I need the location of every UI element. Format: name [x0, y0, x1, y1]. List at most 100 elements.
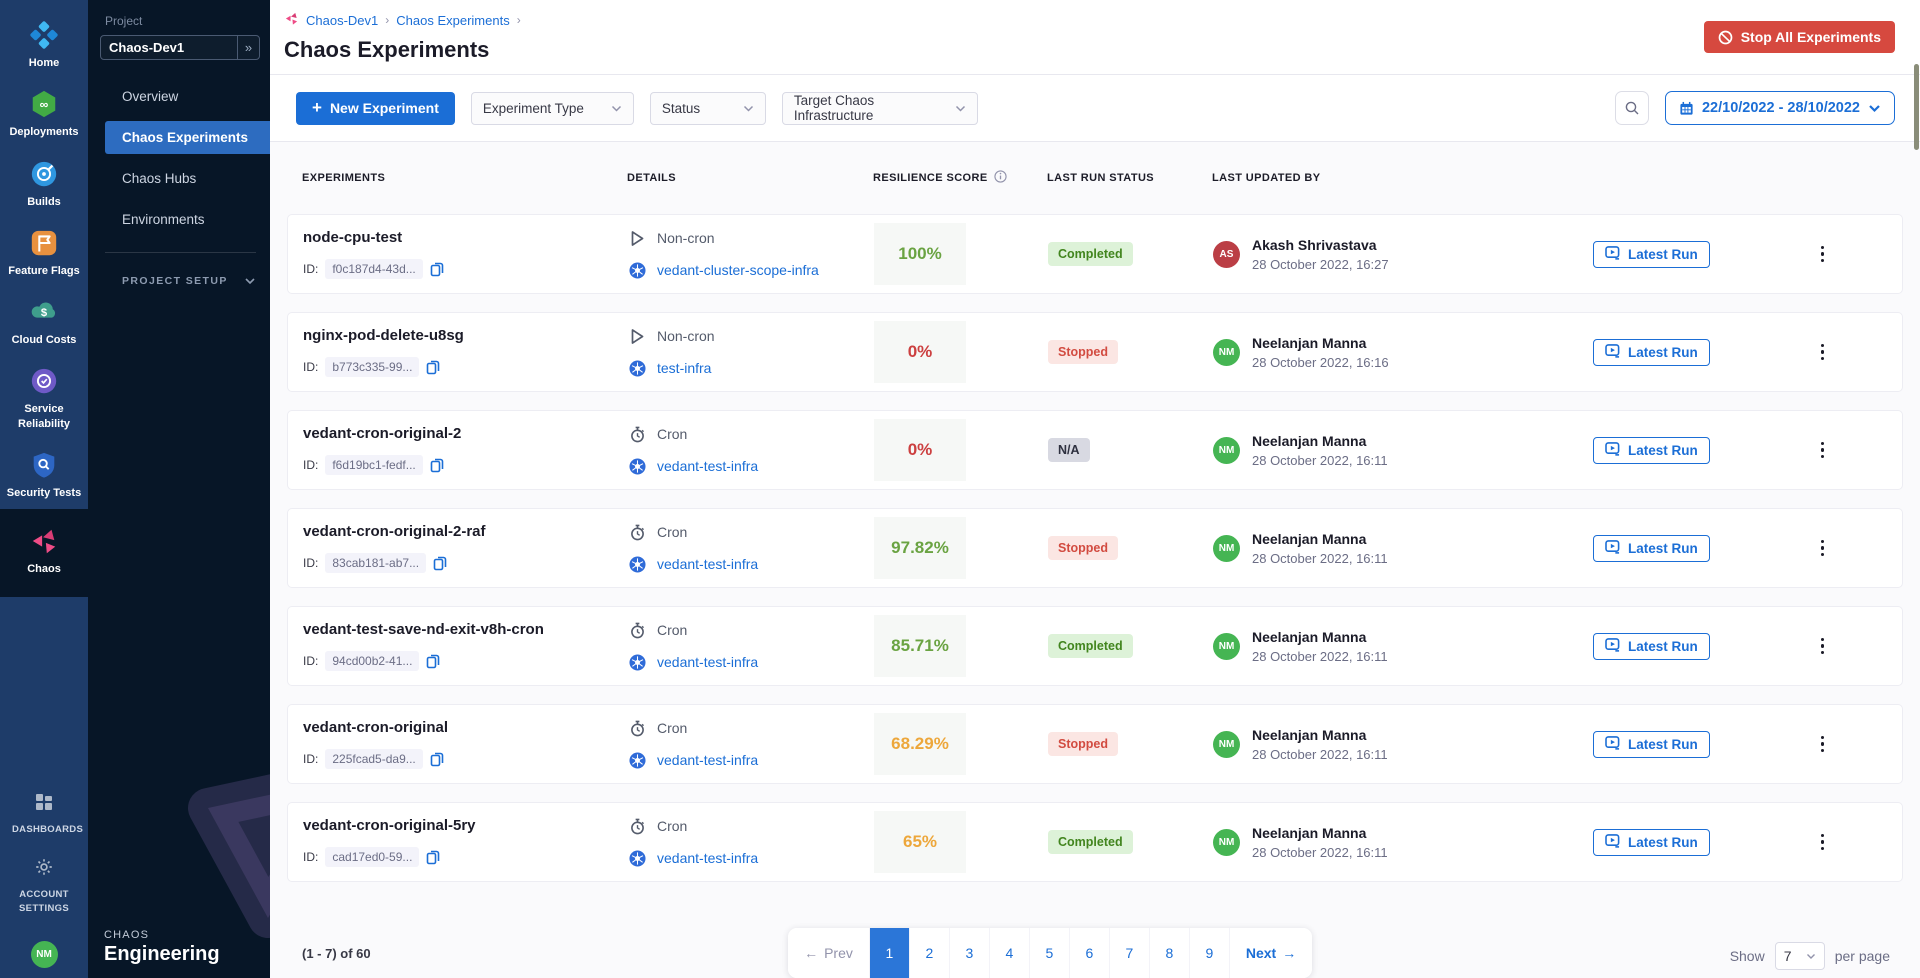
sidebar-module-cloud-costs[interactable]: $ Cloud Costs [0, 287, 88, 356]
breadcrumb-link[interactable]: Chaos Experiments [396, 12, 510, 28]
module-label: Chaos [27, 563, 61, 576]
kubernetes-icon [628, 751, 646, 769]
sidebar-module-home[interactable]: Home [0, 10, 88, 79]
status-cell: Completed [1048, 634, 1213, 658]
copy-icon[interactable] [430, 752, 444, 767]
page-size-select[interactable]: 7 [1774, 942, 1825, 970]
kebab-menu-icon[interactable] [1813, 830, 1833, 855]
stop-all-experiments-button[interactable]: Stop All Experiments [1703, 21, 1895, 53]
user-avatar[interactable]: NM [30, 941, 58, 968]
svg-text:∞: ∞ [40, 98, 49, 112]
schedule-type-icon [628, 230, 646, 247]
experiment-name[interactable]: vedant-cron-original-2-raf [303, 523, 486, 540]
experiment-name[interactable]: vedant-test-save-nd-exit-v8h-cron [303, 621, 544, 638]
latest-run-button[interactable]: Latest Run [1593, 534, 1710, 562]
sidebar-module-feature-flags[interactable]: Feature Flags [0, 218, 88, 287]
experiment-name[interactable]: nginx-pod-delete-u8sg [303, 327, 464, 344]
kebab-cell [1743, 536, 1902, 561]
latest-run-button[interactable]: Latest Run [1593, 632, 1710, 660]
copy-icon[interactable] [430, 458, 444, 473]
infrastructure-link[interactable]: vedant-test-infra [657, 458, 759, 474]
new-experiment-button[interactable]: + New Experiment [296, 91, 455, 125]
latest-run-button[interactable]: Latest Run [1593, 828, 1710, 856]
module-label: Security Tests [6, 487, 82, 500]
updated-by-name: Neelanjan Manna [1252, 628, 1367, 645]
page-button-9[interactable]: 9 [1188, 928, 1229, 978]
copy-icon[interactable] [430, 262, 444, 277]
search-button[interactable] [1614, 91, 1649, 125]
nav-item-chaos-experiments[interactable]: Chaos Experiments [105, 121, 270, 154]
experiment-name[interactable]: node-cpu-test [303, 229, 403, 246]
experiment-name[interactable]: vedant-cron-original-5ry [303, 817, 476, 834]
kebab-menu-icon[interactable] [1813, 536, 1833, 561]
breadcrumb-link[interactable]: Chaos-Dev1 [306, 12, 379, 28]
user-avatar: NM [1213, 730, 1240, 758]
sidebar-module-builds[interactable]: Builds [0, 149, 88, 218]
latest-run-button[interactable]: Latest Run [1593, 338, 1710, 366]
infrastructure-link[interactable]: vedant-test-infra [657, 850, 759, 866]
infrastructure-link[interactable]: test-infra [657, 360, 712, 376]
sidebar-module-service-reliability[interactable]: Service Reliability [0, 356, 88, 440]
copy-icon[interactable] [426, 654, 440, 669]
info-icon[interactable] [993, 170, 1007, 186]
kebab-menu-icon[interactable] [1813, 732, 1833, 757]
date-range-picker[interactable]: 22/10/2022 - 28/10/2022 [1664, 91, 1895, 125]
table-row: vedant-test-save-nd-exit-v8h-cron ID: 94… [287, 606, 1903, 686]
experiment-name[interactable]: vedant-cron-original-2 [303, 425, 462, 442]
nav-item-overview[interactable]: Overview [122, 89, 179, 104]
page-button-5[interactable]: 5 [1028, 928, 1069, 978]
details-cell: Non-cron test-infra [628, 328, 874, 377]
page-button-3[interactable]: 3 [948, 928, 989, 978]
filter-target-chaos-infrastructure[interactable]: Target Chaos Infrastructure [781, 91, 978, 125]
resilience-score-value: 65% [874, 811, 966, 873]
page-button-1[interactable]: 1 [868, 928, 909, 978]
kebab-menu-icon[interactable] [1813, 340, 1833, 365]
copy-icon[interactable] [433, 556, 447, 571]
filter-experiment-type[interactable]: Experiment Type [470, 91, 634, 125]
expand-icon[interactable]: » [237, 36, 259, 59]
sidebar-item-account-settings[interactable]: ACCOUNT SETTINGS [10, 846, 78, 925]
infrastructure-link[interactable]: vedant-cluster-scope-infra [657, 262, 819, 278]
copy-icon[interactable] [426, 850, 440, 865]
page-button-8[interactable]: 8 [1148, 928, 1189, 978]
sidebar-module-deployments[interactable]: ∞ Deployments [0, 79, 88, 148]
run-cell: Latest Run [1593, 730, 1743, 758]
latest-run-button[interactable]: Latest Run [1593, 240, 1710, 268]
project-setup-section[interactable]: PROJECT SETUP [122, 275, 256, 287]
page-button-2[interactable]: 2 [908, 928, 949, 978]
sidebar-module-security-tests[interactable]: Security Tests [0, 440, 88, 509]
kebab-menu-icon[interactable] [1813, 242, 1833, 267]
infrastructure-link[interactable]: vedant-test-infra [657, 654, 759, 670]
infrastructure-link[interactable]: vedant-test-infra [657, 556, 759, 572]
kebab-menu-icon[interactable] [1813, 438, 1833, 463]
project-selector[interactable]: Chaos-Dev1 » [100, 35, 260, 60]
experiment-cell: vedant-cron-original-2-raf ID: 83cab181-… [303, 523, 628, 573]
experiment-cell: vedant-cron-original-5ry ID: cad17ed0-59… [303, 817, 628, 867]
chevron-down-icon [743, 101, 754, 116]
schedule-type-icon [628, 426, 646, 443]
id-label: ID: [303, 262, 319, 276]
chevron-down-icon [1869, 104, 1880, 112]
score-cell: 85.71% [874, 615, 1048, 677]
details-cell: Cron vedant-test-infra [628, 524, 874, 573]
latest-run-icon [1605, 343, 1621, 361]
latest-run-button[interactable]: Latest Run [1593, 436, 1710, 464]
scrollbar-thumb[interactable] [1914, 64, 1919, 150]
copy-icon[interactable] [426, 360, 440, 375]
nav-item-chaos-hubs[interactable]: Chaos Hubs [122, 171, 197, 186]
page-button-4[interactable]: 4 [988, 928, 1029, 978]
prev-page-button[interactable]: ← Prev [788, 928, 869, 978]
next-page-button[interactable]: Next → [1228, 928, 1313, 978]
infrastructure-link[interactable]: vedant-test-infra [657, 752, 759, 768]
sidebar-module-chaos[interactable]: Chaos [0, 509, 88, 597]
sidebar-item-dashboards[interactable]: DASHBOARDS [10, 781, 83, 846]
page-button-7[interactable]: 7 [1108, 928, 1149, 978]
schedule-type: Non-cron [657, 328, 715, 344]
experiment-name[interactable]: vedant-cron-original [303, 719, 449, 736]
filter-status[interactable]: Status [649, 91, 766, 125]
user-avatar: NM [1213, 534, 1240, 562]
kebab-menu-icon[interactable] [1813, 634, 1833, 659]
nav-item-environments[interactable]: Environments [122, 212, 205, 227]
latest-run-button[interactable]: Latest Run [1593, 730, 1710, 758]
page-button-6[interactable]: 6 [1068, 928, 1109, 978]
